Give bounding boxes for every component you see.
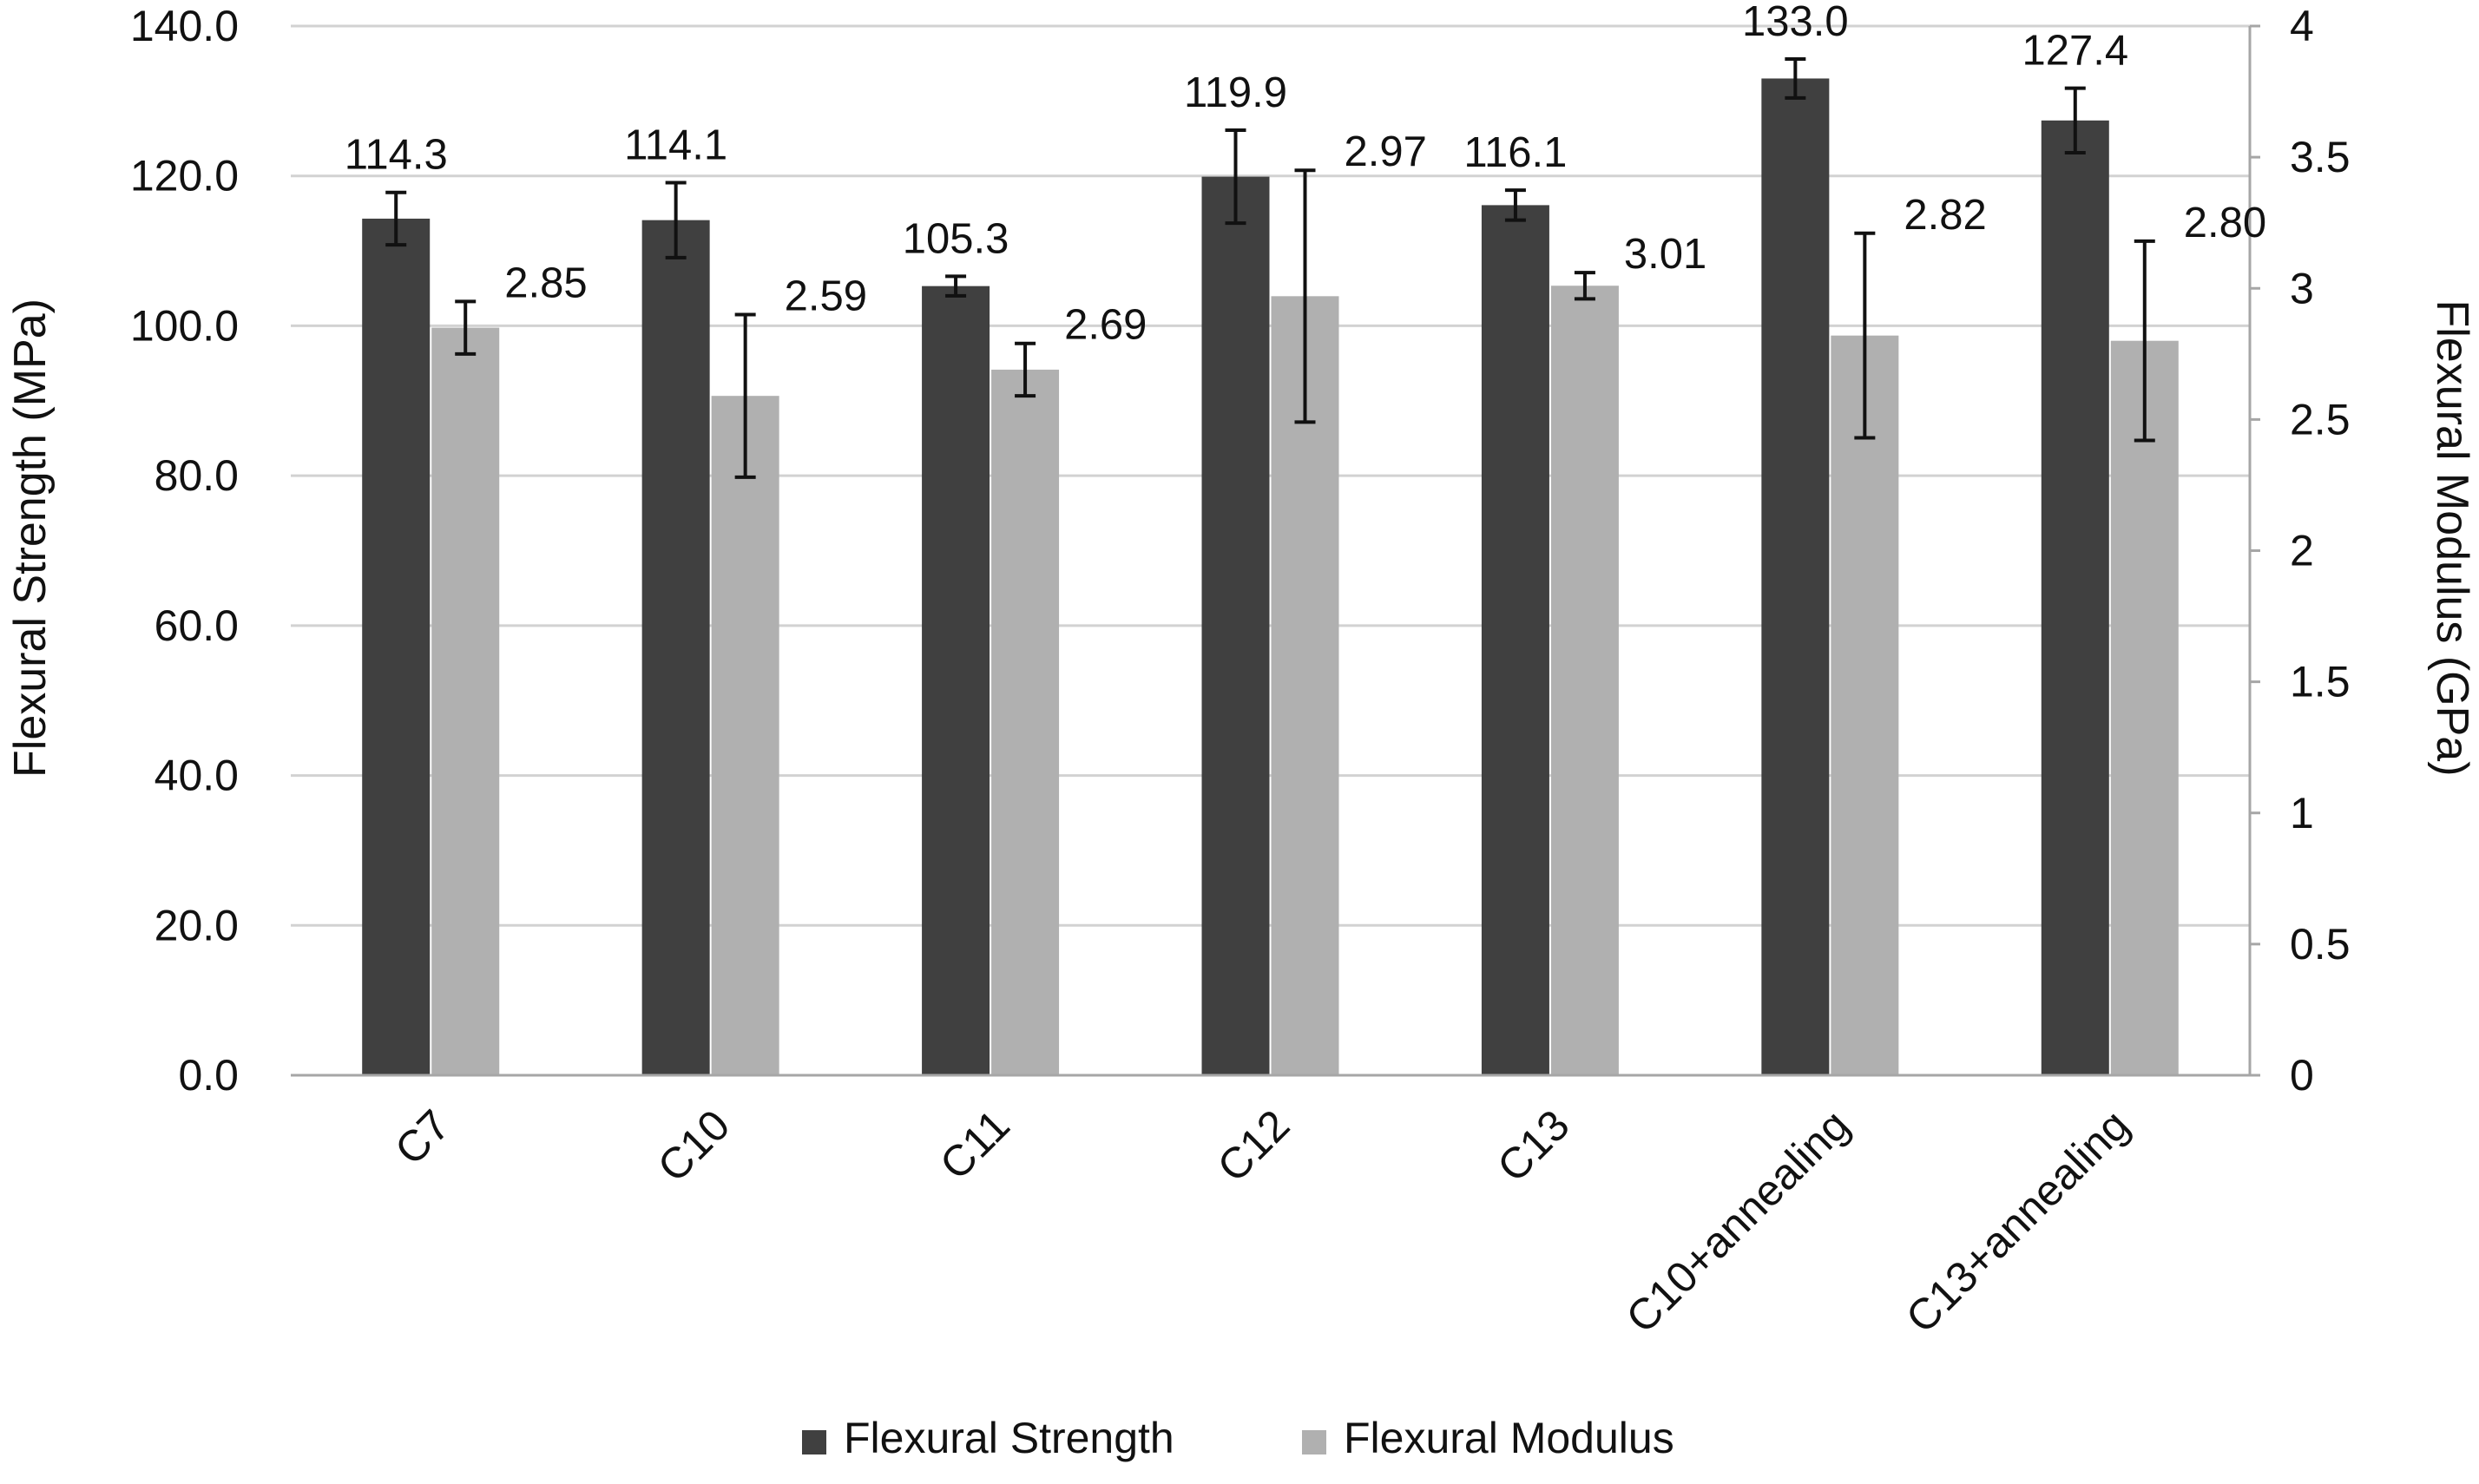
y-left-tick-label: 100.0 bbox=[130, 301, 239, 350]
bar-flexural-strength bbox=[2041, 120, 2109, 1075]
error-bar-flexural-strength bbox=[665, 181, 687, 259]
bars bbox=[362, 78, 2179, 1076]
data-label-flexural-modulus: 2.80 bbox=[2184, 200, 2266, 246]
data-label-flexural-strength: 119.9 bbox=[1184, 69, 1287, 116]
bar-flexural-strength bbox=[1201, 176, 1270, 1075]
y-left-tick-label: 20.0 bbox=[155, 901, 239, 949]
data-label-flexural-strength: 116.1 bbox=[1463, 129, 1567, 176]
data-label-flexural-strength: 127.4 bbox=[2022, 28, 2128, 75]
data-label-flexural-strength: 105.3 bbox=[903, 215, 1009, 262]
y-left-tick-label: 80.0 bbox=[155, 451, 239, 500]
error-bar-flexural-modulus bbox=[1574, 271, 1595, 301]
data-label-flexural-strength: 133.0 bbox=[1742, 0, 1849, 45]
bar-flexural-modulus bbox=[431, 327, 500, 1075]
x-tick-label: C13+annealing bbox=[1897, 1100, 2138, 1342]
y-left-tick-label: 40.0 bbox=[155, 752, 239, 800]
y-right-tick-label: 0 bbox=[2290, 1051, 2314, 1100]
y-right-tick-label: 1.5 bbox=[2290, 658, 2351, 706]
x-tick-label: C12 bbox=[1208, 1100, 1299, 1191]
data-label-flexural-modulus: 3.01 bbox=[1624, 231, 1706, 278]
bar-flexural-strength bbox=[1481, 205, 1549, 1076]
bar-flexural-modulus bbox=[1271, 296, 1339, 1075]
bar-flexural-strength bbox=[362, 218, 431, 1075]
data-label-flexural-modulus: 2.82 bbox=[1904, 192, 1986, 239]
data-label-flexural-modulus: 2.97 bbox=[1345, 128, 1427, 175]
x-tick-label: C7 bbox=[385, 1100, 459, 1174]
y-right-tick-label: 4 bbox=[2290, 2, 2314, 50]
legend: Flexural Strength Flexural Modulus bbox=[802, 1414, 1674, 1462]
data-labels: 114.3 2.85 114.1 2.59 105.3 2.69 119.9 2.97 116.… bbox=[345, 0, 2266, 349]
y-right-tick-label: 1 bbox=[2290, 789, 2314, 837]
error-bar-flexural-strength bbox=[1785, 56, 1806, 100]
x-tick-label: C11 bbox=[930, 1100, 1019, 1189]
error-bar-flexural-strength bbox=[2064, 86, 2086, 154]
data-label-flexural-strength: 114.1 bbox=[624, 121, 727, 168]
error-bar-flexural-modulus bbox=[734, 312, 756, 479]
y-left-axis-title: Flexural Strength (MPa) bbox=[5, 299, 56, 778]
x-tick-label: C10 bbox=[648, 1100, 739, 1191]
gridlines bbox=[291, 24, 2250, 927]
data-label-flexural-strength: 114.3 bbox=[345, 132, 448, 179]
error-bar-flexural-strength bbox=[385, 190, 407, 247]
bar-flexural-modulus bbox=[991, 369, 1060, 1075]
y-right-tick-label: 2 bbox=[2290, 527, 2314, 575]
error-bar-flexural-strength bbox=[1225, 128, 1246, 226]
data-label-flexural-modulus: 2.85 bbox=[504, 259, 587, 306]
y-right-axis-title: Flexural Modulus (GPa) bbox=[2427, 299, 2477, 776]
y-right-tick-label: 3 bbox=[2290, 264, 2314, 312]
y-left-tick-label: 140.0 bbox=[130, 2, 239, 50]
error-bar-flexural-modulus bbox=[1294, 168, 1316, 424]
data-label-flexural-modulus: 2.69 bbox=[1064, 302, 1147, 349]
bar-flexural-modulus bbox=[711, 396, 779, 1075]
bar-flexural-strength bbox=[1761, 78, 1830, 1076]
error-bar-flexural-strength bbox=[1504, 188, 1526, 222]
error-bar-flexural-modulus bbox=[2134, 239, 2155, 443]
legend-swatch-flexural-strength bbox=[802, 1430, 826, 1454]
y-right-tick-label: 3.5 bbox=[2290, 133, 2351, 181]
x-tick-label: C13 bbox=[1488, 1100, 1578, 1191]
y-right-tick-label: 2.5 bbox=[2290, 395, 2351, 443]
legend-swatch-flexural-modulus bbox=[1302, 1430, 1326, 1454]
y-left-tick-label: 120.0 bbox=[130, 152, 239, 200]
x-tick-label: C10+annealing bbox=[1617, 1100, 1858, 1342]
error-bar-flexural-modulus bbox=[455, 299, 477, 356]
legend-label-flexural-strength: Flexural Strength bbox=[844, 1414, 1174, 1462]
legend-label-flexural-modulus: Flexural Modulus bbox=[1344, 1414, 1674, 1462]
error-bars bbox=[385, 56, 2155, 479]
bar-flexural-strength bbox=[641, 220, 710, 1076]
bar-flexural-modulus bbox=[1550, 286, 1619, 1075]
y-right-tick-label: 0.5 bbox=[2290, 920, 2351, 969]
bar-flexural-strength bbox=[922, 286, 990, 1075]
bar-flexural-modulus bbox=[2110, 340, 2179, 1075]
error-bar-flexural-strength bbox=[945, 274, 967, 298]
y-left-tick-label: 0.0 bbox=[178, 1051, 239, 1100]
bar-flexural-modulus bbox=[1831, 335, 1899, 1075]
y-left-tick-label: 60.0 bbox=[155, 601, 239, 650]
error-bar-flexural-modulus bbox=[1015, 341, 1036, 398]
error-bar-flexural-modulus bbox=[1854, 231, 1876, 440]
data-label-flexural-modulus: 2.59 bbox=[785, 273, 867, 319]
